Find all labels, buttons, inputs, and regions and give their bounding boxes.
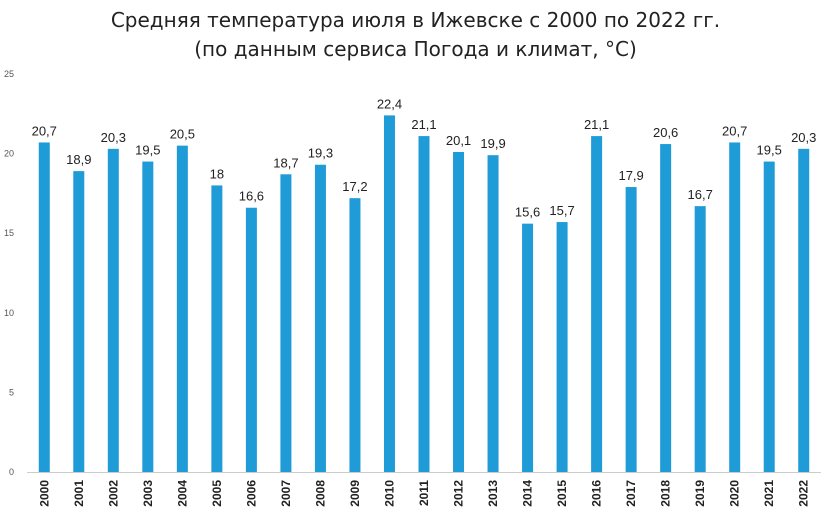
bar	[38, 142, 50, 472]
data-label: 17,9	[618, 168, 643, 183]
bar	[625, 187, 637, 473]
bar	[314, 164, 326, 472]
x-tick-label: 2004	[175, 480, 189, 507]
x-tick-label: 2022	[797, 480, 811, 507]
data-label: 15,6	[515, 205, 540, 220]
x-tick-label: 2020	[728, 480, 742, 507]
x-tick-label: 2014	[521, 480, 535, 507]
data-label: 19,5	[135, 143, 160, 158]
bar	[383, 115, 395, 472]
bar	[798, 148, 810, 472]
bar	[349, 198, 361, 472]
bar	[556, 222, 568, 472]
y-tick-label: 5	[9, 387, 14, 397]
bar	[176, 145, 188, 472]
x-tick-label: 2001	[72, 480, 86, 507]
bar	[453, 152, 465, 472]
x-tick-label: 2008	[313, 480, 327, 507]
data-label: 18,9	[66, 152, 91, 167]
bar	[591, 136, 603, 472]
x-tick-label: 2015	[555, 480, 569, 507]
data-label: 22,4	[377, 96, 402, 111]
bar	[73, 171, 85, 472]
x-tick-label: 2010	[382, 480, 396, 507]
x-tick-label: 2005	[210, 480, 224, 507]
data-label: 19,9	[480, 136, 505, 151]
y-tick-label: 15	[4, 228, 14, 238]
bar	[522, 223, 534, 472]
x-tick-label: 2017	[624, 480, 638, 507]
x-tick-label: 2009	[348, 480, 362, 507]
y-tick-label: 10	[4, 308, 14, 318]
bar	[694, 206, 706, 473]
chart-title: Средняя температура июля в Ижевске с 200…	[110, 8, 721, 32]
bar	[418, 136, 430, 472]
bar	[107, 148, 119, 472]
x-tick-label: 2007	[279, 480, 293, 507]
data-label: 15,7	[549, 203, 574, 218]
x-tick-label: 2021	[762, 480, 776, 507]
bar	[729, 142, 741, 472]
data-label: 20,7	[32, 123, 57, 138]
x-tick-label: 2012	[452, 480, 466, 507]
x-tick-label: 2019	[693, 480, 707, 507]
y-tick-label: 0	[9, 467, 14, 477]
data-label: 20,7	[722, 123, 747, 138]
data-label: 20,3	[791, 130, 816, 145]
data-label: 16,7	[688, 187, 713, 202]
bar	[660, 144, 672, 472]
data-label: 20,5	[170, 127, 195, 142]
x-tick-label: 2013	[486, 480, 500, 507]
data-label: 21,1	[584, 117, 609, 132]
data-label: 20,6	[653, 125, 678, 140]
data-label: 16,6	[239, 189, 264, 204]
x-tick-label: 2011	[417, 480, 431, 506]
x-tick-label: 2002	[106, 480, 120, 507]
data-label: 19,3	[308, 146, 333, 161]
x-tick-label: 2018	[659, 480, 673, 507]
bar	[211, 185, 223, 472]
bar	[142, 161, 154, 472]
data-label: 17,2	[342, 179, 367, 194]
x-tick-label: 2000	[37, 480, 51, 507]
x-tick-label: 2016	[590, 480, 604, 507]
bar	[280, 174, 292, 472]
data-label: 21,1	[411, 117, 436, 132]
data-label: 18	[210, 166, 224, 181]
y-tick-label: 20	[4, 149, 14, 159]
data-label: 20,1	[446, 133, 471, 148]
chart-subtitle: (по данным сервиса Погода и климат, °C)	[194, 37, 637, 61]
bar	[487, 155, 499, 472]
x-tick-label: 2006	[244, 480, 258, 507]
bar	[763, 161, 775, 472]
y-tick-label: 25	[4, 69, 14, 79]
data-label: 19,5	[757, 143, 782, 158]
data-label: 18,7	[273, 155, 298, 170]
x-tick-label: 2003	[141, 480, 155, 507]
data-label: 20,3	[101, 130, 126, 145]
bar	[245, 207, 257, 472]
